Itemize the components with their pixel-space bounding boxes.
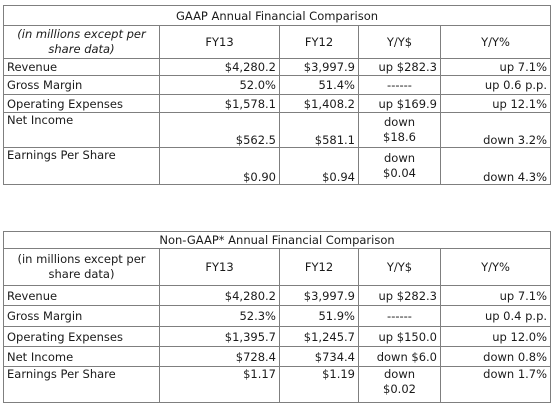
cell-yy-dollar: down $18.6 bbox=[358, 112, 441, 148]
table-row: Operating Expenses $1,578.1 $1,408.2 up … bbox=[3, 94, 551, 113]
cell-fy12: $1,245.7 bbox=[279, 326, 359, 347]
cell-fy12: $581.1 bbox=[279, 112, 359, 148]
cell-yy-dollar-line1: down bbox=[383, 115, 416, 129]
column-header-yy-percent: Y/Y% bbox=[439, 248, 552, 286]
cell-yy-percent: down 3.2% bbox=[440, 112, 551, 148]
cell-yy-dollar-line2: $18.6 bbox=[383, 130, 416, 144]
row-label: Net Income bbox=[3, 112, 160, 148]
cell-yy-percent: down 1.7% bbox=[439, 366, 552, 403]
cell-yy-dollar: down $0.02 bbox=[358, 366, 441, 403]
table-row: Gross Margin 52.0% 51.4% ------ up 0.6 p… bbox=[3, 75, 551, 95]
table-row: Revenue $4,280.2 $3,997.9 up $282.3 up 7… bbox=[3, 58, 551, 76]
cell-fy12: $1.19 bbox=[279, 366, 359, 403]
cell-yy-percent: up 0.6 p.p. bbox=[440, 75, 551, 95]
column-header-fy12: FY12 bbox=[279, 25, 359, 59]
table-row: Net Income $728.4 $734.4 down $6.0 down … bbox=[3, 346, 552, 367]
cell-fy13: $1.17 bbox=[159, 366, 280, 403]
column-header-fy13: FY13 bbox=[159, 25, 280, 59]
row-label: Net Income bbox=[3, 346, 160, 367]
cell-fy12: 51.4% bbox=[279, 75, 359, 95]
cell-fy13: 52.0% bbox=[159, 75, 280, 95]
cell-fy12: $0.94 bbox=[279, 147, 359, 185]
cell-fy12: 51.9% bbox=[279, 305, 359, 327]
table-row: Gross Margin 52.3% 51.9% ------ up 0.4 p… bbox=[3, 305, 552, 327]
cell-yy-percent: down 4.3% bbox=[440, 147, 551, 185]
table-title: GAAP Annual Financial Comparison bbox=[3, 5, 551, 26]
table-row: Operating Expenses $1,395.7 $1,245.7 up … bbox=[3, 326, 552, 347]
cell-yy-percent: up 12.0% bbox=[439, 326, 552, 347]
table-title-row: Non-GAAP* Annual Financial Comparison bbox=[2, 231, 552, 249]
row-label: Gross Margin bbox=[3, 305, 160, 327]
column-header-yy-dollar: Y/Y$ bbox=[358, 248, 441, 286]
row-label: Gross Margin bbox=[3, 75, 160, 95]
table-row: Earnings Per Share $0.90 $0.94 down $0.0… bbox=[3, 147, 551, 185]
table-header-row: (in millions except per share data) FY13… bbox=[3, 25, 551, 59]
cell-fy13: $4,280.2 bbox=[159, 58, 280, 76]
cell-yy-percent: up 7.1% bbox=[440, 58, 551, 76]
row-label: Revenue bbox=[3, 58, 160, 76]
cell-yy-dollar-line1: down bbox=[383, 151, 416, 165]
units-label: (in millions except per share data) bbox=[3, 248, 160, 286]
cell-yy-dollar: down $0.04 bbox=[358, 147, 441, 185]
table-row: Net Income $562.5 $581.1 down $18.6 down… bbox=[3, 112, 551, 148]
cell-fy13: $4,280.2 bbox=[159, 285, 280, 306]
row-label: Operating Expenses bbox=[3, 326, 160, 347]
row-label: Earnings Per Share bbox=[3, 147, 160, 185]
cell-yy-percent: up 12.1% bbox=[440, 94, 551, 113]
cell-fy12: $1,408.2 bbox=[279, 94, 359, 113]
column-header-yy-dollar: Y/Y$ bbox=[358, 25, 441, 59]
table-row: Revenue $4,280.2 $3,997.9 up $282.3 up 7… bbox=[3, 285, 552, 306]
cell-yy-dollar: up $150.0 bbox=[358, 326, 441, 347]
column-header-fy12: FY12 bbox=[279, 248, 359, 286]
gaap-comparison-table: GAAP Annual Financial Comparison (in mil… bbox=[3, 5, 551, 185]
cell-yy-dollar-line2: $0.02 bbox=[383, 382, 416, 396]
cell-yy-dollar: ------ bbox=[358, 75, 441, 95]
cell-fy12: $3,997.9 bbox=[279, 285, 359, 306]
column-header-yy-percent: Y/Y% bbox=[440, 25, 551, 59]
cell-yy-dollar: up $282.3 bbox=[358, 58, 441, 76]
cell-yy-dollar: down $6.0 bbox=[358, 346, 441, 367]
cell-yy-dollar: up $282.3 bbox=[358, 285, 441, 306]
nongaap-comparison-table: Non-GAAP* Annual Financial Comparison (i… bbox=[2, 231, 552, 403]
table-title-row: GAAP Annual Financial Comparison bbox=[3, 5, 551, 26]
cell-yy-dollar: ------ bbox=[358, 305, 441, 327]
cell-fy13: $1,578.1 bbox=[159, 94, 280, 113]
cell-yy-percent: down 0.8% bbox=[439, 346, 552, 367]
column-header-fy13: FY13 bbox=[159, 248, 280, 286]
cell-yy-percent: up 7.1% bbox=[439, 285, 552, 306]
cell-yy-dollar-line2: $0.04 bbox=[383, 166, 416, 180]
cell-fy13: $1,395.7 bbox=[159, 326, 280, 347]
cell-yy-dollar-line1: down bbox=[383, 367, 416, 382]
cell-yy-dollar: up $169.9 bbox=[358, 94, 441, 113]
cell-fy13: $728.4 bbox=[159, 346, 280, 367]
table-row: Earnings Per Share $1.17 $1.19 down $0.0… bbox=[3, 366, 552, 403]
row-label: Operating Expenses bbox=[3, 94, 160, 113]
row-label: Earnings Per Share bbox=[3, 366, 160, 403]
cell-yy-percent: up 0.4 p.p. bbox=[439, 305, 552, 327]
cell-fy13: $562.5 bbox=[159, 112, 280, 148]
cell-fy12: $3,997.9 bbox=[279, 58, 359, 76]
row-label: Revenue bbox=[3, 285, 160, 306]
cell-fy13: $0.90 bbox=[159, 147, 280, 185]
cell-fy12: $734.4 bbox=[279, 346, 359, 367]
table-title: Non-GAAP* Annual Financial Comparison bbox=[2, 231, 552, 249]
table-header-row: (in millions except per share data) FY13… bbox=[3, 248, 552, 286]
cell-fy13: 52.3% bbox=[159, 305, 280, 327]
units-label: (in millions except per share data) bbox=[3, 25, 160, 59]
